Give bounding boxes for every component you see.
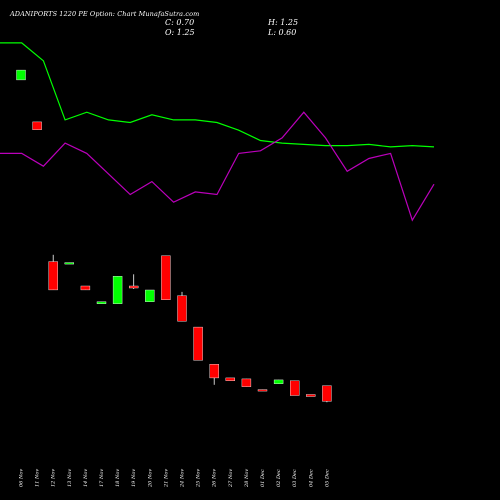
x-tick-label: 26 Nov (212, 469, 218, 488)
candle-body (32, 121, 42, 130)
candle-body (225, 377, 236, 381)
x-tick-label: 24 Nov (180, 469, 186, 488)
open-value: O: 1.25 (165, 28, 195, 37)
candle-body (64, 262, 75, 265)
overlay-line-2 (0, 111, 435, 222)
x-tick-label: 25 Nov (196, 469, 202, 488)
x-tick-label: 06 Nov (19, 469, 25, 487)
candle-body (290, 380, 300, 396)
high-value: H: 1.25 (268, 18, 299, 27)
overlay-line-1 (0, 42, 435, 148)
x-tick-label: 13 Nov (67, 469, 73, 487)
x-tick-label: 11 Nov (35, 469, 41, 487)
candle-body (322, 385, 332, 402)
candle-body (209, 364, 219, 379)
candle-body (16, 69, 26, 81)
x-tick-label: 01 Dec (260, 469, 266, 487)
x-tick-label: 03 Dec (292, 469, 298, 487)
x-tick-label: 02 Dec (276, 469, 282, 487)
candle-body (128, 285, 139, 289)
candle-body (177, 295, 187, 322)
candle-body (257, 389, 268, 392)
candle-body (273, 379, 284, 384)
chart-title: ADANIPORTS 1220 PE Option: Chart MunafaS… (10, 10, 200, 18)
x-tick-label: 28 Nov (244, 469, 250, 488)
x-tick-label: 17 Nov (99, 469, 105, 487)
candle-body (145, 289, 155, 302)
x-tick-label: 14 Nov (83, 469, 89, 487)
x-tick-label: 19 Nov (131, 469, 137, 487)
candle-body (112, 276, 123, 304)
x-tick-label: 27 Nov (228, 469, 234, 488)
candle-body (193, 326, 203, 361)
candle-body (306, 394, 316, 397)
candle-body (161, 255, 171, 301)
close-value: C: 0.70 (165, 18, 195, 27)
x-tick-label: 18 Nov (115, 469, 121, 487)
candle-body (96, 301, 107, 304)
x-tick-label: 04 Dec (308, 469, 314, 487)
x-tick-label: 12 Nov (51, 469, 57, 487)
x-tick-label: 21 Nov (163, 469, 169, 488)
x-tick-label: 20 Nov (147, 469, 153, 488)
low-value: L: 0.60 (268, 28, 297, 37)
candle-body (241, 378, 252, 387)
candle-body (80, 285, 91, 291)
x-tick-label: 05 Dec (324, 469, 330, 487)
candle-body (48, 261, 58, 291)
